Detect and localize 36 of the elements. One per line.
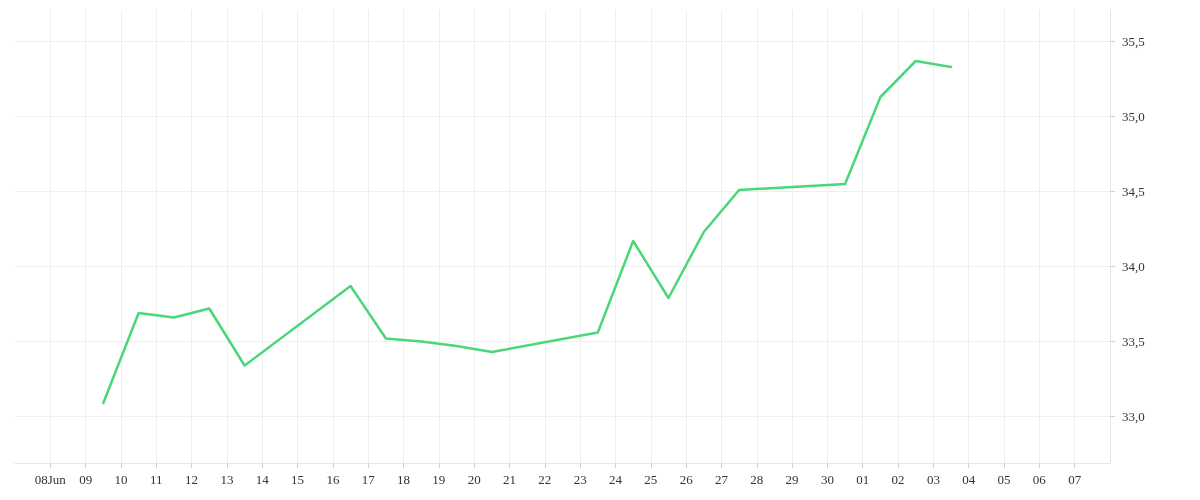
- x-tick-label: 14: [255, 472, 270, 487]
- y-tick-label: 34,0: [1122, 259, 1145, 274]
- x-tick-label: 08Jun: [34, 472, 67, 487]
- x-tick-label: 24: [608, 472, 623, 487]
- x-tick-label: 21: [503, 472, 517, 487]
- x-tick-label: 27: [714, 472, 729, 487]
- x-tick-label: 09: [79, 472, 93, 487]
- x-tick-label: 05: [997, 472, 1011, 487]
- y-tick-label: 35,5: [1122, 34, 1145, 49]
- x-tick-label: 04: [962, 472, 976, 487]
- x-tick-label: 16: [326, 472, 340, 487]
- x-tick-label: 02: [891, 472, 905, 487]
- x-tick-label: 17: [361, 472, 376, 487]
- x-tick-label: 15: [291, 472, 305, 487]
- x-tick-label: 19: [432, 472, 446, 487]
- x-tick-label: 03: [926, 472, 940, 487]
- y-tick-label: 33,0: [1122, 409, 1145, 424]
- x-tick-label: 22: [538, 472, 552, 487]
- x-tick-label: 29: [785, 472, 799, 487]
- x-tick-label: 25: [644, 472, 658, 487]
- x-tick-label: 11: [150, 472, 163, 487]
- x-tick-label: 30: [820, 472, 834, 487]
- x-tick-label: 28: [750, 472, 764, 487]
- y-tick-label: 33,5: [1122, 334, 1145, 349]
- x-tick-label: 23: [573, 472, 587, 487]
- y-tick-label: 34,5: [1122, 184, 1145, 199]
- x-tick-label: 12: [185, 472, 199, 487]
- x-tick-label: 13: [220, 472, 234, 487]
- y-tick-label: 35,0: [1122, 109, 1145, 124]
- x-tick-label: 07: [1068, 472, 1082, 487]
- x-tick-label: 26: [679, 472, 694, 487]
- x-tick-label: 06: [1032, 472, 1047, 487]
- x-tick-label: 01: [856, 472, 870, 487]
- x-tick-label: 10: [114, 472, 128, 487]
- x-tick-label: 18: [397, 472, 411, 487]
- x-tick-label: 20: [467, 472, 481, 487]
